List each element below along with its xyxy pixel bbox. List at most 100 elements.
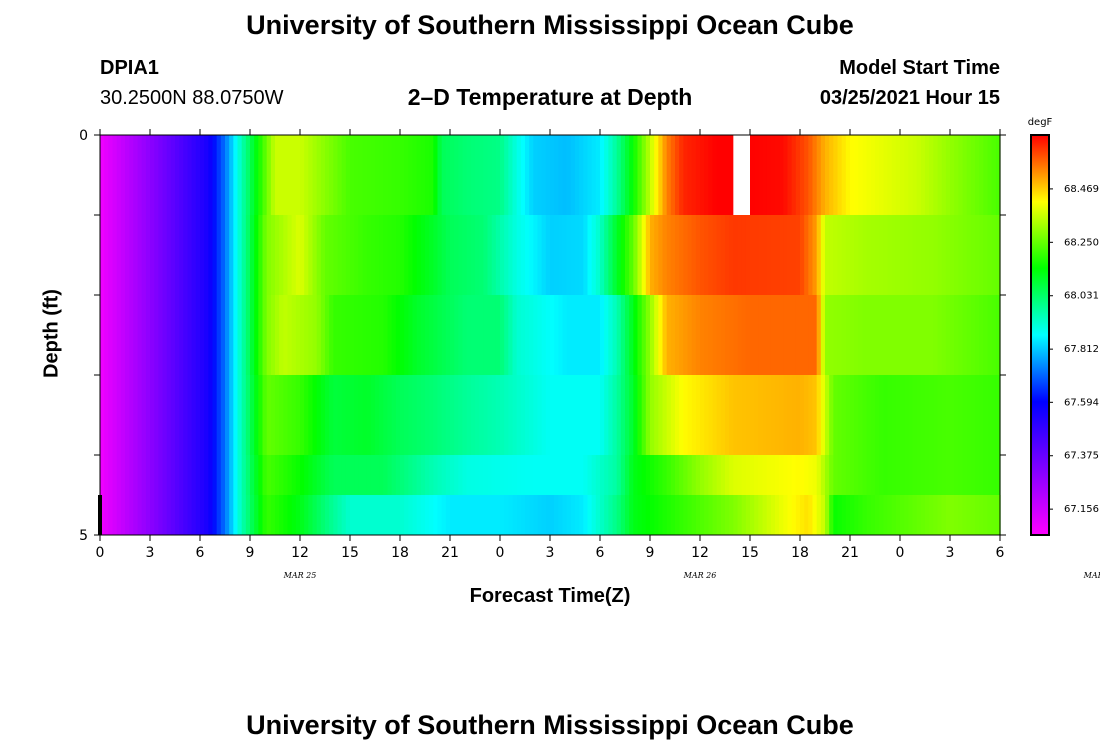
heatmap-cell — [825, 295, 830, 375]
heatmap-cell — [387, 295, 393, 375]
heatmap-cell — [820, 215, 826, 295]
heatmap-cell — [179, 295, 184, 375]
heatmap-cell — [879, 295, 884, 375]
x-tick-label: 3 — [546, 545, 555, 561]
heatmap-cell — [533, 375, 539, 455]
heatmap-cell — [104, 495, 109, 535]
heatmap-cell — [950, 295, 955, 375]
x-tick-label: 3 — [146, 545, 155, 561]
heatmap-cell — [379, 295, 384, 375]
heatmap-cell — [770, 215, 776, 295]
heatmap-cell — [866, 215, 872, 295]
heatmap-cell — [595, 375, 601, 455]
heatmap-cell — [583, 215, 589, 295]
heatmap-cell — [804, 135, 809, 215]
heatmap-cell — [941, 295, 947, 375]
heatmap-cell — [695, 295, 701, 375]
heatmap-cell — [595, 295, 601, 375]
heatmap-cell — [787, 375, 793, 455]
heatmap-cell — [175, 215, 180, 295]
y-axis-label: Depth (ft) — [40, 289, 63, 378]
heatmap-cell — [258, 495, 264, 535]
heatmap-cell — [837, 295, 843, 375]
heatmap-cell — [966, 495, 972, 535]
heatmap-cell — [300, 495, 305, 535]
heatmap-cell — [637, 215, 643, 295]
heatmap-cell — [520, 375, 526, 455]
heatmap-cell — [341, 375, 347, 455]
heatmap-cell — [116, 215, 122, 295]
heatmap-cell — [512, 375, 518, 455]
heatmap-cell — [862, 135, 868, 215]
heatmap-cell — [504, 375, 509, 455]
heatmap-cell — [283, 215, 289, 295]
heatmap-cell — [916, 135, 922, 215]
heatmap-cell — [500, 135, 505, 215]
heatmap-cell — [641, 135, 647, 215]
heatmap-cell — [241, 375, 247, 455]
heatmap-cell — [983, 135, 989, 215]
heatmap-cell — [970, 215, 976, 295]
heatmap-cell — [141, 215, 147, 295]
heatmap-cell — [554, 135, 559, 215]
heatmap-cell — [654, 135, 659, 215]
heatmap-cell — [145, 495, 151, 535]
heatmap-cell — [170, 295, 176, 375]
heatmap-cell — [837, 375, 843, 455]
heatmap-cell — [720, 295, 726, 375]
heatmap-cell — [704, 295, 709, 375]
heatmap-cell — [933, 215, 939, 295]
heatmap-cell — [425, 375, 430, 455]
heatmap-cell — [675, 375, 680, 455]
heatmap-cell — [766, 135, 772, 215]
heatmap-cell — [479, 495, 484, 535]
heatmap-cell — [716, 215, 722, 295]
heatmap-cell — [454, 215, 459, 295]
heatmap-cell — [783, 295, 789, 375]
heatmap-cell — [591, 215, 597, 295]
heatmap-cell — [395, 495, 401, 535]
heatmap-cell — [675, 495, 680, 535]
heatmap-cell — [183, 135, 189, 215]
heatmap-cell — [225, 495, 230, 535]
heatmap-cell — [616, 135, 622, 215]
heatmap-cell — [570, 135, 576, 215]
heatmap-cell — [808, 135, 814, 215]
heatmap-cell — [791, 215, 797, 295]
heatmap-cell — [679, 375, 684, 455]
date-label: MAR 27 — [1083, 571, 1100, 580]
heatmap-cell — [362, 295, 368, 375]
heatmap-cell — [404, 375, 409, 455]
heatmap-cell — [175, 495, 180, 535]
heatmap-cell — [320, 495, 326, 535]
heatmap-cell — [575, 375, 580, 455]
heatmap-cell — [587, 495, 593, 535]
x-tick-label: 9 — [646, 545, 655, 561]
heatmap-cell — [395, 295, 401, 375]
heatmap-cell — [170, 495, 176, 535]
heatmap-cell — [862, 295, 868, 375]
heatmap-cell — [629, 135, 634, 215]
heatmap-cell — [854, 495, 859, 535]
heatmap-cell — [425, 295, 430, 375]
heatmap-cell — [558, 375, 564, 455]
heatmap-cell — [537, 215, 543, 295]
heatmap-cell — [120, 135, 126, 215]
heatmap-cell — [287, 135, 293, 215]
heatmap-cell — [508, 295, 514, 375]
heatmap-cell — [504, 495, 509, 535]
heatmap-cell — [550, 215, 555, 295]
heatmap-cell — [645, 135, 651, 215]
heatmap-cell — [183, 215, 189, 295]
heatmap-cell — [183, 375, 189, 455]
heatmap-cell — [429, 215, 434, 295]
heatmap-cell — [170, 375, 176, 455]
heatmap-cell — [541, 375, 547, 455]
heatmap-cell — [900, 375, 905, 455]
heatmap-cell — [870, 375, 876, 455]
heatmap-cell — [812, 215, 818, 295]
heatmap-cell — [279, 295, 284, 375]
heatmap-cell — [679, 135, 684, 215]
heatmap-cell — [612, 495, 618, 535]
heatmap-cell — [529, 215, 534, 295]
